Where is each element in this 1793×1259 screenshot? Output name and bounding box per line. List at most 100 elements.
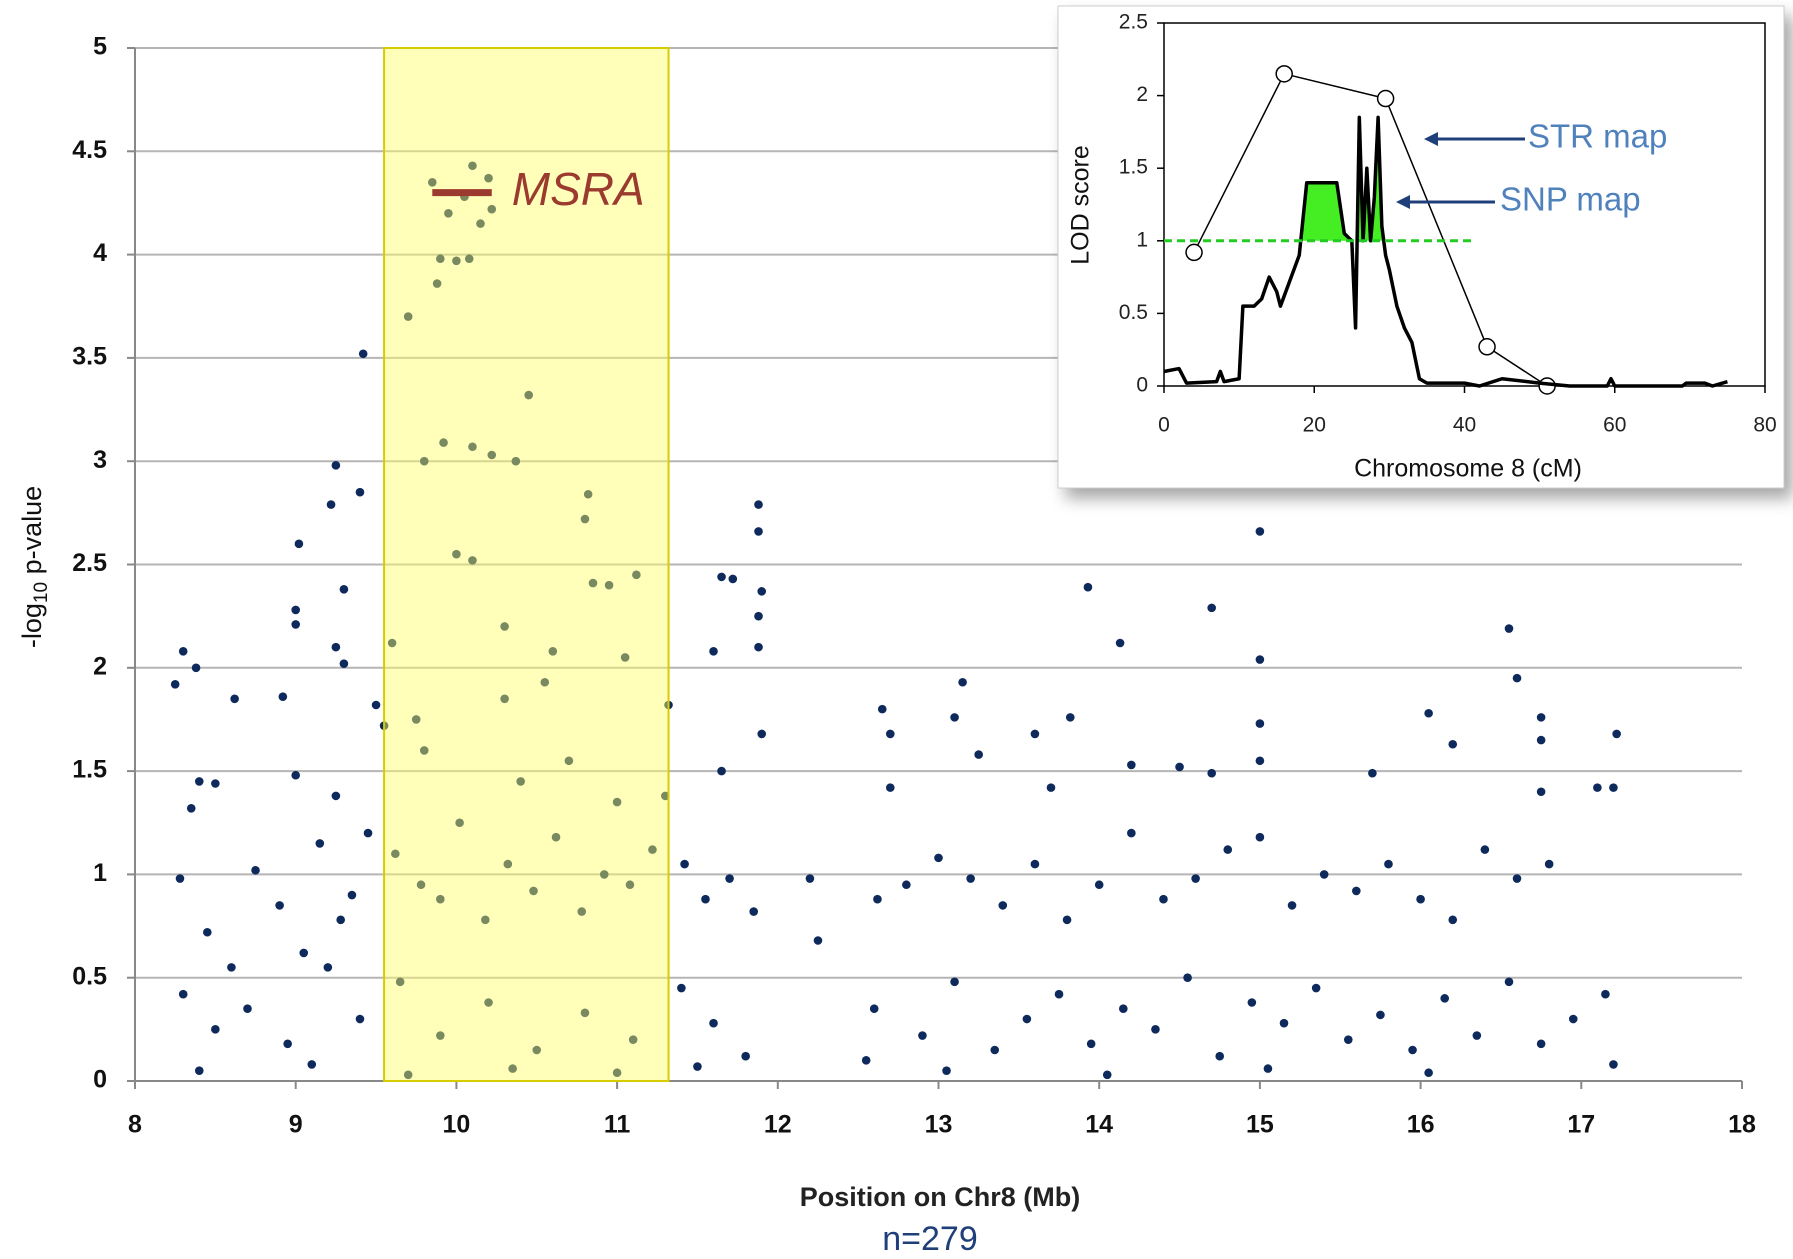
point [1279, 1018, 1289, 1028]
point [503, 859, 513, 869]
point [1151, 1025, 1160, 1034]
point [1102, 1070, 1112, 1080]
y-tick-label: 0.5 [72, 962, 107, 990]
point [749, 907, 758, 916]
point [315, 839, 325, 848]
point [588, 578, 598, 588]
point [416, 880, 426, 890]
point [1504, 977, 1514, 987]
threshold-fill [1300, 117, 1384, 241]
point [487, 204, 497, 214]
main-plot: 00.511.522.533.544.558 9 10 11 12 13 14 15 16 17 1… [72, 33, 1756, 1139]
inset-x-label: Chromosome 8 (cM) [1354, 455, 1582, 483]
point [444, 208, 453, 218]
x-tick-label: 11 [604, 1111, 631, 1139]
point [1609, 783, 1618, 792]
highlight-region [383, 47, 670, 1082]
point [1062, 915, 1072, 925]
point [1054, 989, 1064, 999]
point [966, 874, 975, 883]
point [371, 700, 381, 710]
point [347, 890, 357, 900]
point [529, 886, 538, 896]
point [178, 989, 188, 999]
point [680, 859, 689, 869]
point [452, 256, 461, 266]
point [869, 1004, 879, 1013]
point [1536, 713, 1546, 722]
point [540, 677, 550, 687]
point [1601, 989, 1610, 999]
y-tick-label: 2.5 [72, 549, 107, 577]
y-tick-label: 1.5 [1119, 156, 1148, 179]
x-tick-label: 16 [1407, 1111, 1435, 1139]
point [283, 1039, 292, 1049]
arrowhead [1396, 195, 1410, 209]
point [754, 642, 763, 652]
point [468, 442, 477, 452]
point [1544, 859, 1554, 869]
point [1065, 713, 1075, 722]
point [950, 977, 959, 987]
point [551, 832, 561, 842]
marker [1376, 89, 1395, 108]
point [1191, 874, 1200, 883]
marker [1275, 65, 1293, 83]
y-tick-label: 0 [1136, 374, 1148, 397]
point [1255, 527, 1265, 536]
point [1255, 832, 1265, 842]
point [1609, 1060, 1618, 1069]
point [873, 894, 882, 904]
point [661, 791, 670, 801]
point [294, 539, 304, 549]
point [1183, 973, 1192, 982]
point [419, 456, 429, 466]
point [990, 1045, 1000, 1055]
point [757, 729, 767, 739]
point [1343, 1035, 1353, 1044]
point [1448, 915, 1458, 925]
point [524, 390, 534, 400]
y-tick-label: 1 [93, 859, 107, 887]
point [1424, 1068, 1433, 1078]
point [481, 915, 490, 925]
point [709, 1018, 718, 1028]
point [1440, 994, 1450, 1003]
point [1255, 756, 1265, 766]
point [191, 663, 201, 673]
x-tick-label: 8 [128, 1111, 142, 1139]
y-tick-label: 1.5 [72, 756, 107, 784]
point [511, 456, 521, 466]
point [612, 797, 622, 807]
inset-y-label: LOD score [1067, 145, 1095, 264]
point [1083, 582, 1093, 592]
y-tick-label: 2 [93, 652, 107, 680]
footnote: n=279 [882, 1220, 978, 1258]
point [339, 659, 349, 668]
point [464, 254, 474, 264]
point [291, 620, 301, 629]
point [299, 948, 309, 958]
point [861, 1056, 871, 1065]
point [419, 746, 429, 755]
point [487, 450, 497, 460]
point [709, 646, 718, 656]
point [1207, 768, 1216, 778]
point [693, 1062, 702, 1071]
point [1512, 673, 1522, 683]
point [1115, 638, 1125, 648]
point [1030, 729, 1040, 739]
point [577, 907, 587, 916]
point [307, 1060, 317, 1069]
point [620, 653, 630, 662]
point [805, 874, 815, 883]
point [648, 845, 657, 854]
x-tick-label: 10 [442, 1111, 470, 1139]
point [1223, 845, 1233, 854]
point [1159, 894, 1168, 904]
x-tick-label: 40 [1453, 414, 1476, 437]
point [403, 312, 413, 321]
point [275, 901, 284, 910]
point [1086, 1039, 1096, 1049]
point [331, 791, 341, 801]
